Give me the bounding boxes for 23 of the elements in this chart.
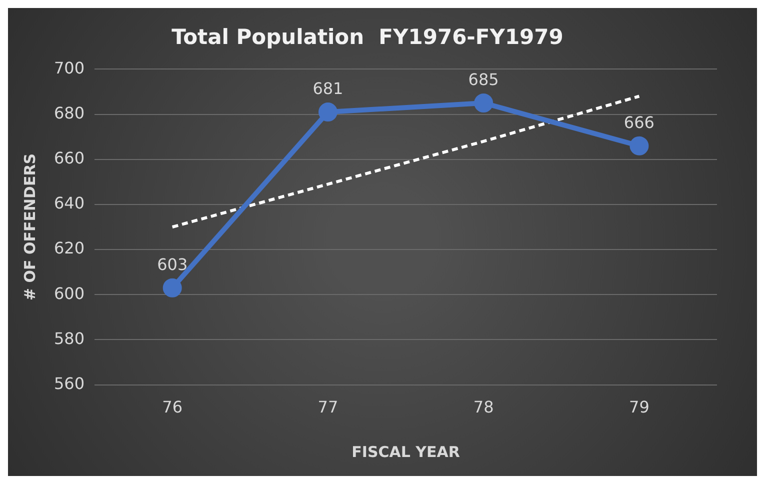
y-tick-label: 620 bbox=[54, 238, 85, 258]
data-label: 603 bbox=[157, 255, 188, 274]
point bbox=[318, 102, 338, 122]
chart-title: Total Population FY1976-FY1979 bbox=[172, 25, 564, 50]
data-label: 666 bbox=[624, 113, 654, 132]
y-tick-label: 660 bbox=[54, 148, 85, 168]
data-label: 681 bbox=[312, 79, 344, 98]
x-axis-title: FISCAL YEAR bbox=[352, 442, 460, 461]
data-label: 685 bbox=[468, 70, 499, 90]
y-tick-label: 680 bbox=[54, 103, 85, 122]
y-axis-title: # OF OFFENDERS bbox=[20, 153, 39, 301]
point bbox=[474, 94, 494, 113]
y-tick-label: 640 bbox=[54, 194, 85, 213]
y-tick-label: 580 bbox=[54, 328, 85, 348]
x-tick-label: 78 bbox=[473, 398, 494, 417]
x-tick-label: 79 bbox=[629, 398, 650, 417]
point bbox=[162, 278, 182, 298]
y-tick-label: 700 bbox=[54, 58, 85, 78]
x-tick-label: 76 bbox=[162, 398, 183, 417]
y-tick-label: 560 bbox=[54, 374, 85, 393]
x-tick-label: 77 bbox=[318, 398, 338, 417]
y-tick-label: 600 bbox=[54, 284, 85, 303]
point bbox=[630, 136, 649, 156]
